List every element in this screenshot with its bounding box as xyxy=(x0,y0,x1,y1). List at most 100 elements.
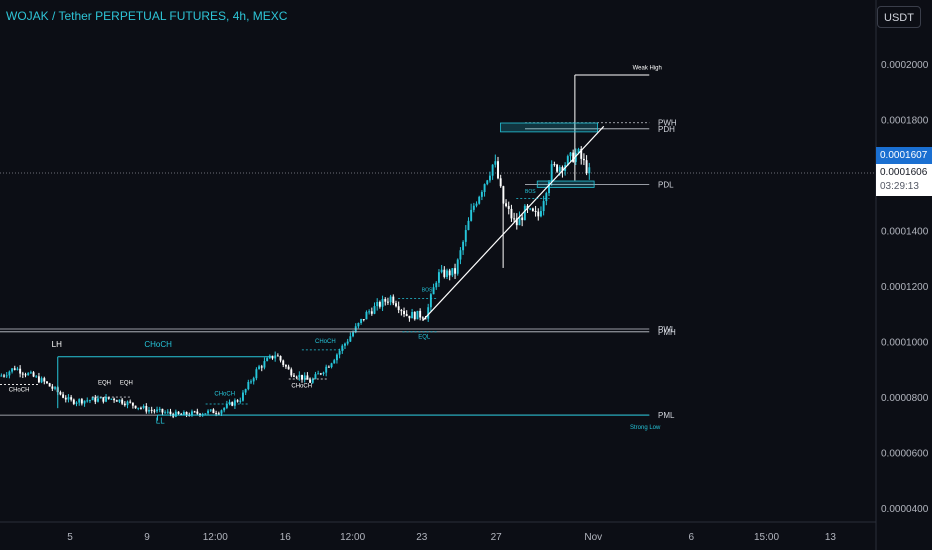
candle-body xyxy=(333,360,336,364)
candle-body xyxy=(381,299,384,307)
candle-body xyxy=(429,294,432,308)
candle-body xyxy=(123,403,126,406)
candle-body xyxy=(78,399,81,403)
candle-body xyxy=(161,408,164,413)
order-block-zone xyxy=(536,180,595,188)
candle-body xyxy=(40,378,43,383)
annotation-label: CHoCH xyxy=(315,339,336,345)
candle-body xyxy=(319,373,322,375)
candle-body xyxy=(478,196,481,204)
candle-body xyxy=(37,376,40,383)
candle-body xyxy=(448,270,451,276)
candle-body xyxy=(287,366,290,370)
candle-body xyxy=(539,211,542,217)
candle-body xyxy=(107,396,110,399)
candle-body xyxy=(556,164,559,172)
candle-body xyxy=(16,368,19,370)
candle-body xyxy=(153,410,156,412)
level-label: PWL xyxy=(658,325,676,334)
candle-body xyxy=(150,409,153,411)
candle-body xyxy=(223,407,226,411)
candle-body xyxy=(115,400,118,402)
candle-body xyxy=(421,317,424,319)
level-label: PML xyxy=(658,411,675,420)
candle-body xyxy=(64,397,67,400)
candle-body xyxy=(432,287,435,295)
candle-body xyxy=(384,299,387,302)
candle-body xyxy=(588,167,591,174)
candle-body xyxy=(142,406,145,408)
candle-body xyxy=(279,356,282,361)
candle-body xyxy=(499,178,502,187)
candle-body xyxy=(118,399,121,402)
candle-body xyxy=(83,400,86,404)
annotation-label: Strong Low xyxy=(630,425,661,431)
candle-body xyxy=(3,375,5,377)
candle-body xyxy=(156,409,159,412)
last-price-label: 0.0001607 xyxy=(876,147,932,164)
time-tick-label: 15:00 xyxy=(754,532,779,543)
candle-body xyxy=(105,396,108,402)
candle-body xyxy=(416,310,419,320)
candle-body xyxy=(572,152,575,162)
candle-body xyxy=(373,306,376,314)
candle-body xyxy=(462,241,465,251)
candle-body xyxy=(126,401,129,406)
candle-body xyxy=(545,193,548,202)
candle-body xyxy=(577,149,580,154)
candle-body xyxy=(241,392,244,401)
candle-body xyxy=(169,411,172,414)
candle-body xyxy=(27,373,30,376)
candle-body xyxy=(121,399,124,404)
annotation-label: LH xyxy=(52,340,62,349)
candle-body xyxy=(344,343,346,346)
time-tick-label: 5 xyxy=(67,532,73,543)
candle-body xyxy=(212,409,215,414)
candle-body xyxy=(574,153,577,162)
annotation-label: LL xyxy=(156,416,165,425)
time-tick-label: 12:00 xyxy=(340,532,365,543)
candle-body xyxy=(440,269,443,273)
candle-body xyxy=(166,411,169,413)
candle-body xyxy=(185,411,188,415)
candle-body xyxy=(129,401,132,403)
candle-body xyxy=(392,296,395,304)
candle-body xyxy=(62,394,65,398)
candle-body xyxy=(360,319,363,323)
candle-body xyxy=(317,373,320,375)
candle-body xyxy=(534,210,537,212)
candle-body xyxy=(164,412,167,414)
candle-body xyxy=(325,366,328,373)
candle-body xyxy=(97,398,99,402)
candle-body xyxy=(338,350,341,355)
candle-body xyxy=(91,397,94,401)
candle-body xyxy=(502,186,505,204)
candle-body xyxy=(250,381,252,383)
candle-body xyxy=(177,411,180,414)
candle-body xyxy=(13,368,16,370)
candle-body xyxy=(531,208,534,211)
candle-body xyxy=(419,310,422,318)
trend-line[interactable] xyxy=(422,125,605,322)
candle-body xyxy=(424,318,427,320)
candle-body xyxy=(174,411,177,417)
order-block-zone xyxy=(500,122,599,133)
candle-body xyxy=(204,413,207,415)
candle-countdown: 03:29:13 xyxy=(880,181,919,192)
candle-body xyxy=(376,302,379,307)
annotation-label: CHoCH xyxy=(214,392,235,398)
candle-body xyxy=(88,400,91,402)
candle-body xyxy=(451,268,454,276)
candle-body xyxy=(569,152,572,157)
chart-title: WOJAK / Tether PERPETUAL FUTURES, 4h, ME… xyxy=(6,9,288,23)
candle-body xyxy=(330,363,333,368)
candle-body xyxy=(454,268,457,274)
candle-body xyxy=(67,397,70,400)
candle-body xyxy=(537,211,540,217)
candle-body xyxy=(349,336,352,342)
currency-selector[interactable]: USDT xyxy=(877,6,921,28)
candle-body xyxy=(446,270,448,277)
candle-body xyxy=(137,407,140,409)
candle-body xyxy=(341,345,344,351)
